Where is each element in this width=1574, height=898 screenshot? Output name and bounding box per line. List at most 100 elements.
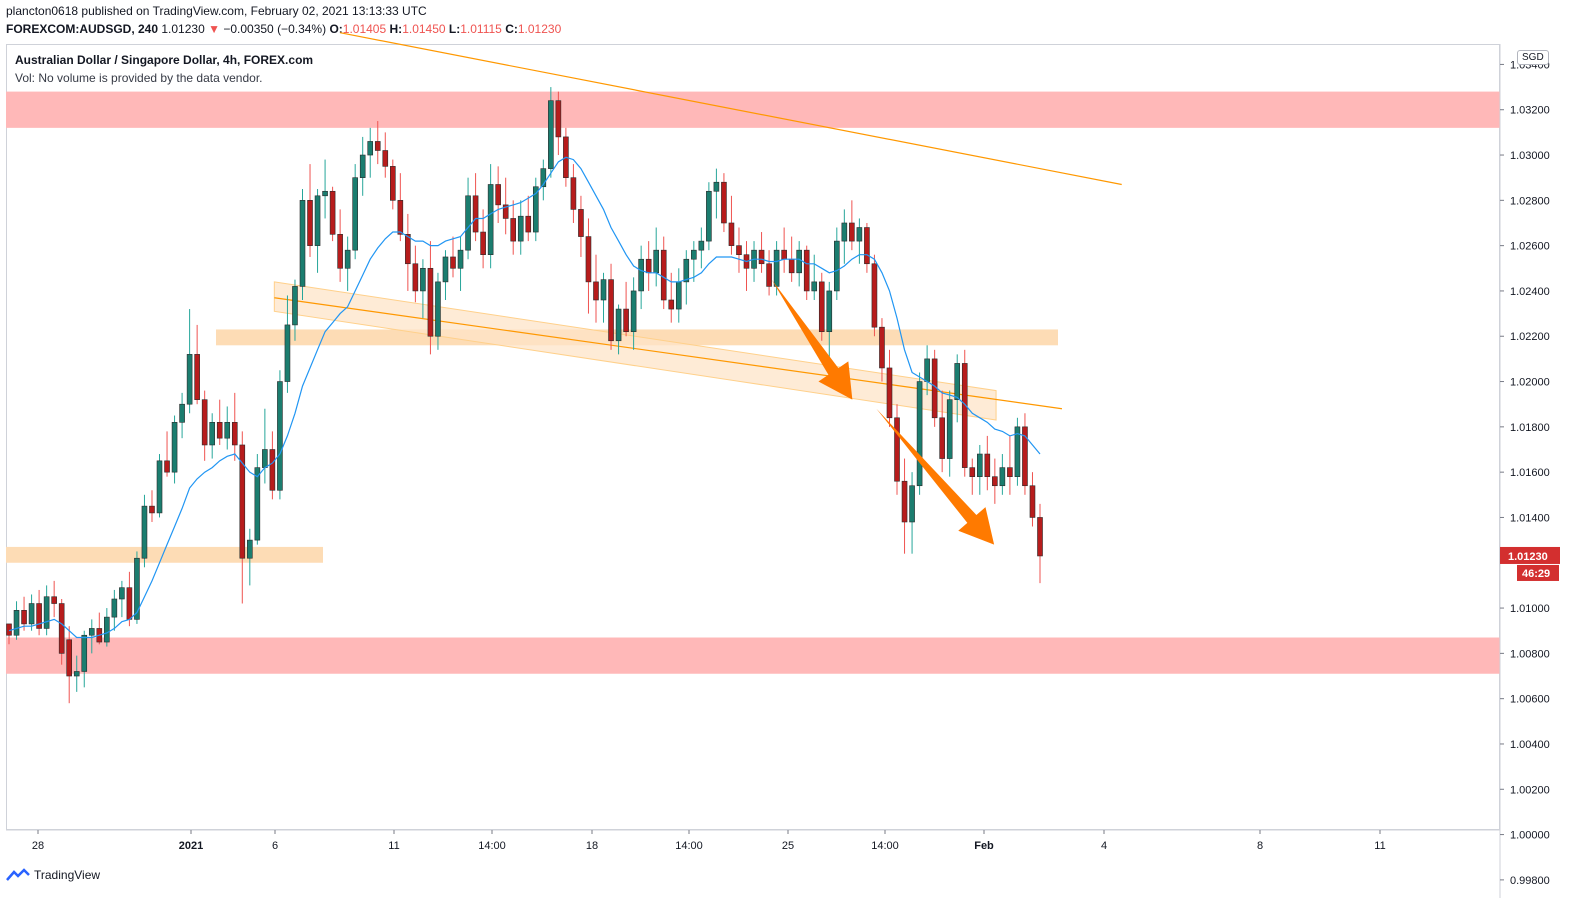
candle-body (570, 177, 577, 210)
candle-body (992, 476, 998, 487)
candle-body (149, 505, 155, 514)
candle-body (721, 181, 727, 224)
candle-body (51, 596, 57, 604)
time-tick-label: 14:00 (675, 840, 703, 852)
candle-body (653, 249, 659, 274)
candle-body (766, 263, 772, 287)
candle-body (849, 222, 855, 242)
candle-body (344, 249, 351, 269)
candle-body (201, 399, 208, 446)
currency-badge[interactable]: SGD (1517, 50, 1549, 65)
tradingview-logo-icon (6, 868, 30, 881)
candle-body (803, 249, 810, 292)
candle-body (818, 281, 825, 333)
price-tick-label: 1.02000 (1510, 377, 1550, 389)
candle-body (773, 249, 780, 287)
candle-body (593, 281, 599, 301)
candle-body (299, 200, 306, 287)
candle-body (209, 422, 215, 446)
time-tick-label: 2021 (179, 840, 203, 852)
candle-body (623, 308, 629, 333)
candle-body (457, 249, 464, 269)
candle-body (916, 381, 923, 487)
candle-body (224, 422, 231, 439)
close-value: 1.01230 (517, 22, 562, 36)
candle-body (638, 258, 644, 292)
open-label: O: (329, 22, 343, 36)
time-tick-label: 25 (782, 840, 794, 852)
candle-body (555, 100, 562, 138)
candle-body (382, 150, 389, 167)
price-tick-label: 1.00000 (1510, 830, 1550, 842)
time-tick-label: 4 (1101, 840, 1107, 852)
symbol-label[interactable]: FOREXCOM:AUDSGD, 240 (6, 22, 159, 36)
candle-body (1007, 467, 1013, 477)
candle-body (668, 299, 675, 310)
candle-body (277, 381, 283, 491)
last-price-label: 1.01230 (1508, 551, 1548, 563)
candle-body (946, 399, 953, 459)
candle-body (615, 308, 622, 342)
low-value: 1.01115 (460, 22, 502, 36)
time-tick-label: 11 (1374, 840, 1385, 852)
candle-body (412, 263, 419, 292)
candle-body (472, 195, 479, 233)
price-tick-label: 1.00400 (1510, 739, 1550, 751)
time-tick-label: 8 (1257, 840, 1263, 852)
candle-body (608, 279, 614, 342)
candle-body (119, 587, 125, 600)
candle-body (502, 204, 509, 219)
moving-average-line (8, 156, 1041, 639)
candle-body (758, 249, 765, 265)
candle-body (532, 186, 539, 233)
candle-body (886, 367, 893, 419)
candle-body (894, 417, 900, 482)
candle-body (698, 240, 705, 251)
candle-body (788, 258, 795, 274)
candle-body (856, 227, 863, 242)
candle-body (28, 603, 35, 625)
candle-body (450, 256, 456, 269)
candle-body (81, 634, 88, 672)
candle-body (194, 354, 200, 400)
candle-body (13, 610, 20, 636)
candle-body (487, 184, 494, 255)
candle-body (442, 256, 449, 283)
price-tick-label: 1.00800 (1510, 648, 1550, 660)
price-tick-label: 1.01000 (1510, 603, 1550, 615)
time-tick-label: 11 (388, 840, 399, 852)
down-arrow-1 (771, 279, 853, 400)
candle-body (134, 557, 140, 620)
candle-body (156, 460, 163, 514)
close-label: C: (505, 22, 518, 36)
candle-body (517, 215, 524, 242)
price-tick-label: 0.99800 (1510, 875, 1550, 887)
candle-body (231, 422, 238, 446)
price-tick-label: 1.02600 (1510, 241, 1550, 253)
candle-body (834, 240, 840, 292)
time-tick-label: 6 (272, 840, 278, 852)
candle-body (216, 422, 223, 439)
footer-brand[interactable]: TradingView (6, 868, 100, 882)
candle-body (796, 249, 802, 274)
candle-body (314, 195, 321, 246)
change-arrow-icon: ▼ (208, 22, 220, 36)
price-tick-label: 1.03000 (1510, 150, 1550, 162)
candle-body (329, 190, 336, 235)
candle-body (262, 449, 268, 468)
candle-body (585, 236, 592, 283)
candle-body (480, 231, 486, 255)
parallel-channel (273, 281, 997, 421)
candle-body (495, 184, 501, 206)
last-price-badge (1500, 546, 1560, 564)
price-tick-label: 1.02400 (1510, 286, 1550, 298)
candle-body (390, 166, 396, 201)
candle-body (359, 154, 366, 178)
price-tick-label: 1.03200 (1510, 105, 1550, 117)
candle-body (901, 480, 908, 523)
candle-body (969, 467, 976, 477)
candle-body (600, 279, 607, 301)
price-tick-label: 1.01400 (1510, 512, 1550, 524)
low-label: L: (448, 22, 461, 36)
